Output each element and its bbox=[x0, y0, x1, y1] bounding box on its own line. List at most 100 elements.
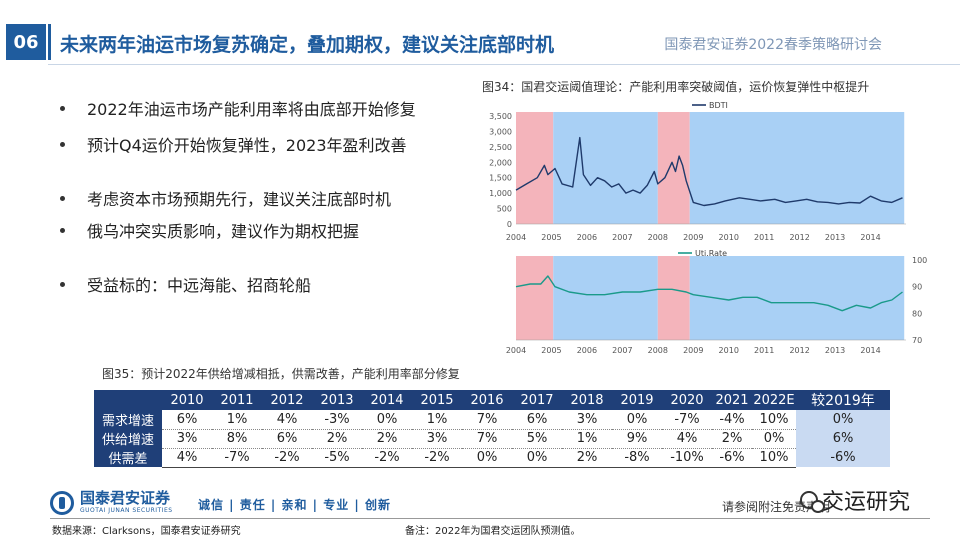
shaded-region-1-1 bbox=[553, 256, 658, 340]
y-tick-label-0-0: 3,500 bbox=[489, 112, 512, 121]
table-cell: 1% bbox=[412, 410, 462, 430]
table-cell: -3% bbox=[312, 410, 362, 430]
table-column-header: 2014 bbox=[362, 390, 412, 410]
y-tick-label-0-2: 2,500 bbox=[489, 143, 512, 152]
bullet-item: 考虑资本市场预期先行，建议关注底部时机 bbox=[60, 186, 391, 210]
bullet-item: 预计Q4运价开始恢复弹性，2023年盈利改善 bbox=[60, 132, 407, 156]
table-cell: -8% bbox=[612, 448, 662, 468]
table-cell: -7% bbox=[662, 410, 712, 430]
table-column-header: 2011 bbox=[212, 390, 262, 410]
table-cell: 6% bbox=[796, 429, 890, 448]
table-cell: -7% bbox=[212, 448, 262, 468]
footnote: 备注：2022年为国君交运团队预测值。 bbox=[405, 526, 581, 537]
logo-english-name: GUOTAI JUNAN SECURITIES bbox=[80, 507, 173, 514]
bdti-utilization-chart: 3,500 3,000 2,500 2,000 1,500 1,000 500 0 2004 20… bbox=[489, 101, 927, 355]
table-cell: -5% bbox=[312, 448, 362, 468]
company-logo: 国泰君安证券 GUOTAI JUNAN SECURITIES bbox=[50, 490, 173, 515]
table-cell: 2% bbox=[312, 429, 362, 449]
x-tick-label-1-4: 2008 bbox=[648, 346, 668, 355]
table-cell: 10% bbox=[752, 410, 796, 430]
x-tick-label-0-7: 2011 bbox=[754, 233, 774, 242]
table-column-header: 较2019年 bbox=[796, 390, 890, 410]
x-tick-label-0-3: 2007 bbox=[612, 233, 632, 242]
table-cell: 4% bbox=[662, 429, 712, 449]
table-cell: 0% bbox=[512, 448, 562, 468]
table-cell: -4% bbox=[712, 410, 752, 430]
series-line-bdti bbox=[515, 136, 903, 207]
shaded-region-1-3 bbox=[689, 256, 905, 340]
table-cell: 0% bbox=[612, 410, 662, 430]
header-divider bbox=[48, 64, 960, 65]
x-tick-label-0-2: 2006 bbox=[577, 233, 597, 242]
table-cell: 1% bbox=[562, 429, 612, 449]
table-cell: 0% bbox=[796, 410, 890, 429]
data-source: 数据来源：Clarksons，国泰君安证券研究 bbox=[52, 526, 241, 537]
table-cell: -10% bbox=[662, 448, 712, 468]
table-column-header: 2016 bbox=[462, 390, 512, 410]
table-cell: 10% bbox=[752, 448, 796, 468]
y-tick-label-1-0: 100 bbox=[912, 256, 927, 265]
watermark: 交运研究 bbox=[800, 484, 910, 516]
slide-header: 06 未来两年油运市场复苏确定，叠加期权，建议关注底部时机 国泰君安证券2022… bbox=[0, 0, 960, 70]
table-cell: 2% bbox=[712, 429, 752, 449]
x-tick-label-0-1: 2005 bbox=[541, 233, 561, 242]
y-tick-label-0-3: 2,000 bbox=[489, 158, 512, 167]
x-tick-label-1-2: 2006 bbox=[577, 346, 597, 355]
bullet-item: 受益标的：中远海能、招商轮船 bbox=[60, 272, 311, 296]
x-tick-label-0-5: 2009 bbox=[683, 233, 703, 242]
bullet-item: 2022年油运市场产能利用率将由底部开始修复 bbox=[60, 96, 416, 120]
table-column-header: 2010 bbox=[162, 390, 212, 410]
shaded-region-0-1 bbox=[553, 112, 658, 224]
y-tick-label-0-4: 1,500 bbox=[489, 174, 512, 183]
wechat-icon bbox=[800, 491, 825, 513]
x-tick-label-1-1: 2005 bbox=[541, 346, 561, 355]
table-cell: 3% bbox=[162, 429, 212, 449]
guotai-junan-logo-icon bbox=[50, 490, 74, 515]
x-tick-label-1-9: 2013 bbox=[825, 346, 845, 355]
table-header-row: 2010 2011 2012 2013 2014 2015 2016 2017 2018 2019… bbox=[94, 390, 890, 410]
y-tick-label-1-3: 70 bbox=[912, 336, 922, 345]
shaded-region-0-0 bbox=[516, 112, 554, 224]
x-tick-label-0-10: 2014 bbox=[860, 233, 880, 242]
table-column-header: 2012 bbox=[262, 390, 312, 410]
y-tick-label-1-1: 90 bbox=[912, 283, 922, 292]
table-cell: 6% bbox=[162, 410, 212, 430]
table-row: 供需差 4% -7% -2% -5% -2% -2% 0% 0% 2% -8% -10% -6% 10% -… bbox=[94, 448, 890, 468]
y-tick-label-0-1: 3,000 bbox=[489, 127, 512, 136]
x-tick-label-1-6: 2010 bbox=[719, 346, 739, 355]
table-cell: 3% bbox=[562, 410, 612, 430]
table-cell: -2% bbox=[262, 448, 312, 468]
table-cell: 0% bbox=[362, 410, 412, 430]
table-cell: 1% bbox=[212, 410, 262, 430]
x-tick-label-1-8: 2012 bbox=[789, 346, 809, 355]
x-tick-label-0-8: 2012 bbox=[789, 233, 809, 242]
legend-label-1: Uti.Rate bbox=[695, 249, 727, 258]
table-row-label: 需求增速 bbox=[94, 410, 162, 429]
table-cell: 5% bbox=[512, 429, 562, 449]
table-column-header: 2020 bbox=[662, 390, 712, 410]
x-tick-label-0-4: 2008 bbox=[648, 233, 668, 242]
series-line-uti-rate bbox=[515, 275, 903, 312]
x-tick-label-0-6: 2010 bbox=[719, 233, 739, 242]
bullet-dot-icon bbox=[60, 105, 65, 111]
bullet-text: 考虑资本市场预期先行，建议关注底部时机 bbox=[87, 190, 392, 209]
table-cell: 6% bbox=[512, 410, 562, 430]
legend-label-0: BDTI bbox=[709, 101, 728, 110]
table-row: 供给增速 3% 8% 6% 2% 2% 3% 7% 5% 1% 9% 4% 2% 0% 6% bbox=[94, 429, 890, 449]
table-row-label: 供给增速 bbox=[94, 429, 162, 448]
bullet-text: 预计Q4运价开始恢复弹性，2023年盈利改善 bbox=[87, 136, 407, 155]
table-cell: 2% bbox=[562, 448, 612, 468]
y-tick-label-0-7: 0 bbox=[507, 220, 512, 229]
table-column-header: 2021 bbox=[712, 390, 752, 410]
figure-34-caption: 图34：国君交运阈值理论：产能利用率突破阈值，运价恢复弹性中枢提升 bbox=[482, 80, 870, 94]
table-cell: 4% bbox=[262, 410, 312, 430]
y-tick-label-0-6: 500 bbox=[497, 205, 512, 214]
table-cell: 7% bbox=[462, 429, 512, 449]
bullet-dot-icon bbox=[60, 195, 65, 201]
page-title: 未来两年油运市场复苏确定，叠加期权，建议关注底部时机 bbox=[60, 34, 555, 56]
shaded-region-1-0 bbox=[516, 256, 554, 340]
figure-34-chart: 3,500 3,000 2,500 2,000 1,500 1,000 500 0 2004 20… bbox=[482, 94, 938, 358]
table-column-header: 2019 bbox=[612, 390, 662, 410]
table-cell: 8% bbox=[212, 429, 262, 449]
shaded-region-1-2 bbox=[657, 256, 690, 340]
